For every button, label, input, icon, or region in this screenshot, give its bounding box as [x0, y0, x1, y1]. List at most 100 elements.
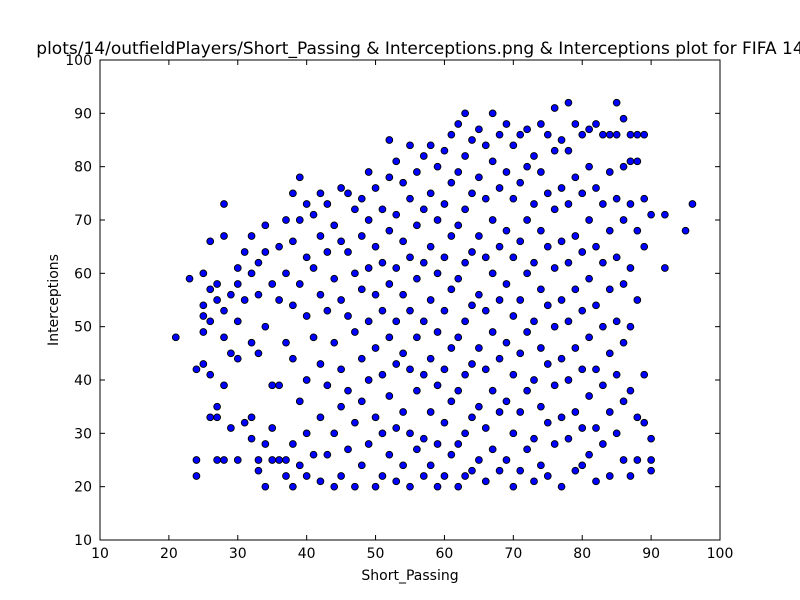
data-point [564, 317, 573, 326]
data-point [523, 445, 531, 454]
data-point [461, 317, 469, 326]
data-point [385, 450, 394, 459]
x-tick-label: 60 [436, 546, 454, 562]
x-tick-label: 30 [229, 546, 247, 562]
y-tick-label: 90 [74, 106, 92, 122]
data-point [468, 189, 476, 198]
data-point [619, 162, 628, 171]
data-point [261, 221, 270, 230]
data-point [530, 376, 538, 384]
data-point [523, 328, 531, 336]
data-point [475, 456, 483, 464]
data-point [612, 194, 621, 203]
data-point [447, 344, 456, 352]
data-point [323, 200, 332, 208]
data-point [599, 258, 607, 267]
data-point [247, 434, 256, 443]
data-point [206, 370, 215, 379]
data-point [406, 482, 414, 491]
data-point [495, 184, 504, 192]
data-point [481, 141, 490, 150]
data-point [481, 424, 490, 432]
data-point [378, 306, 387, 315]
data-point [640, 370, 649, 379]
data-point [502, 280, 511, 288]
data-point [282, 269, 290, 278]
data-point [275, 456, 283, 464]
data-point [523, 162, 531, 171]
data-point [433, 269, 442, 278]
data-point [357, 232, 366, 240]
x-tick-label: 70 [504, 546, 522, 562]
data-point [392, 264, 401, 272]
data-point [399, 290, 407, 299]
data-point [447, 450, 456, 459]
data-point [585, 216, 593, 224]
data-point [516, 466, 525, 475]
data-point [440, 146, 449, 155]
y-tick-label: 40 [74, 373, 92, 389]
data-point [330, 429, 339, 438]
data-point [357, 194, 366, 203]
data-point [192, 365, 201, 374]
data-point [385, 392, 394, 400]
data-point [254, 349, 263, 358]
data-point [227, 349, 235, 358]
y-tick-label: 30 [74, 426, 92, 442]
data-point [268, 424, 277, 432]
data-point [626, 200, 635, 208]
data-point [502, 226, 511, 235]
data-point [502, 456, 511, 464]
data-point [406, 429, 414, 438]
data-point [461, 205, 469, 214]
data-point [344, 386, 352, 395]
data-point [309, 210, 318, 219]
data-point [206, 285, 215, 294]
data-point [481, 477, 490, 486]
data-point [261, 482, 270, 491]
data-point [289, 354, 297, 363]
data-point [344, 189, 352, 198]
data-point [481, 194, 490, 203]
data-point [550, 440, 559, 448]
data-point [537, 285, 545, 294]
data-point [185, 274, 194, 283]
data-point [344, 312, 352, 320]
data-point [488, 269, 497, 278]
data-point [495, 354, 504, 363]
data-point [619, 456, 628, 464]
data-point [626, 264, 635, 272]
data-point [289, 440, 297, 448]
data-point [495, 466, 504, 475]
data-point [426, 242, 435, 251]
data-point [502, 397, 511, 406]
data-point [571, 285, 580, 294]
data-point [371, 482, 380, 491]
data-point [192, 456, 201, 464]
data-point [330, 338, 339, 347]
data-point [357, 285, 366, 294]
data-point [378, 429, 387, 438]
data-point [475, 173, 483, 182]
data-point [543, 360, 552, 368]
data-point [309, 333, 318, 342]
data-point [502, 120, 511, 128]
y-tick-label: 80 [74, 160, 92, 176]
plot-frame [99, 59, 721, 541]
data-point [530, 434, 538, 443]
data-point [419, 472, 428, 480]
y-tick-label: 50 [74, 320, 92, 336]
data-point [351, 205, 359, 214]
data-point [578, 130, 587, 139]
data-point [413, 221, 421, 230]
data-point [550, 104, 559, 112]
data-point [233, 354, 242, 363]
data-point [585, 162, 593, 171]
data-point [385, 333, 394, 342]
data-point [537, 226, 545, 235]
data-point [344, 248, 352, 256]
data-point [592, 120, 600, 128]
data-point [571, 173, 580, 182]
data-point [516, 296, 525, 304]
data-point [543, 130, 552, 139]
